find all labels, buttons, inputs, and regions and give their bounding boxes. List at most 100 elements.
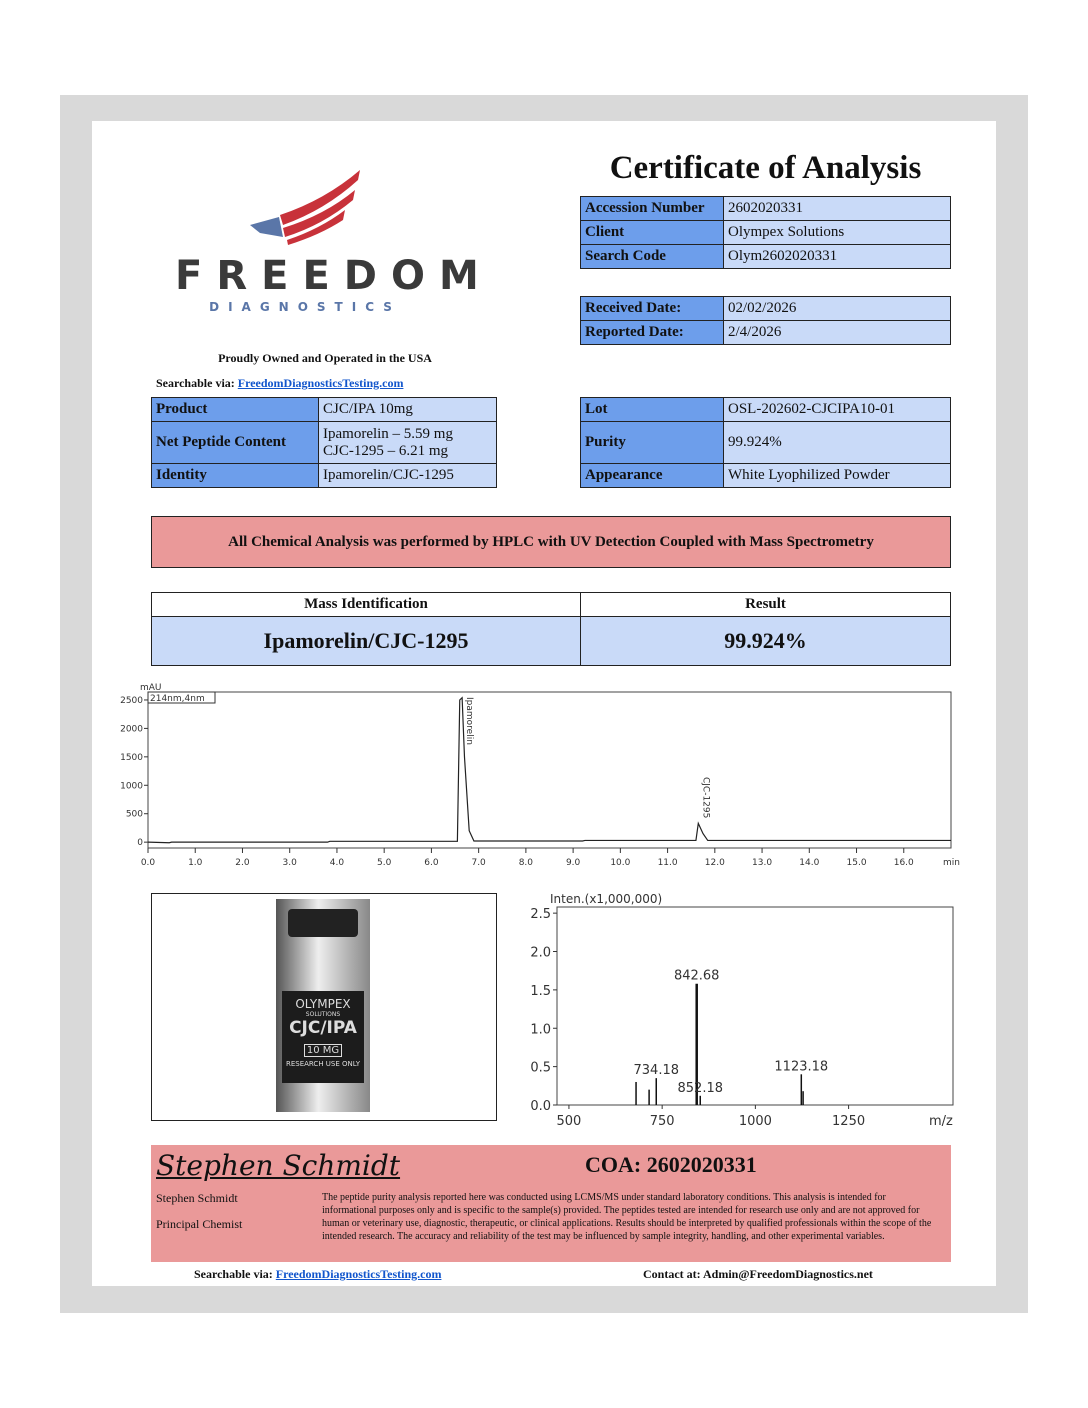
disclaimer: The peptide purity analysis reported her… <box>322 1192 932 1242</box>
y-axis-label: mAU <box>140 683 162 693</box>
header-cell: Result <box>580 592 951 617</box>
y-tick-label: 2.5 <box>530 907 551 922</box>
peak-label: CJC-1295 <box>700 777 710 818</box>
tagline: Proudly Owned and Operated in the USA <box>218 351 432 365</box>
cell-value: Ipamorelin – 5.59 mg CJC-1295 – 6.21 mg <box>318 421 497 464</box>
search-label: Searchable via: <box>156 376 235 390</box>
website-link[interactable]: FreedomDiagnosticsTesting.com <box>237 376 404 390</box>
product-table: Product CJC/IPA 10mg Net Peptide Content I… <box>151 397 497 488</box>
product-photo-frame: OLYMPEX SOLUTIONS CJC/IPA 10 MG RESEARCH… <box>151 893 497 1121</box>
x-tick-label: 3.0 <box>283 858 298 868</box>
footer-search-label: Searchable via: <box>194 1267 273 1281</box>
x-tick-label: 4.0 <box>330 858 345 868</box>
table-row: Search Code Olym2602020331 <box>580 244 951 269</box>
x-tick-label: 6.0 <box>424 858 439 868</box>
table-row: Identity Ipamorelin/CJC-1295 <box>151 463 497 488</box>
cell-value: 99.924% <box>723 421 951 464</box>
table-row: Appearance White Lyophilized Powder <box>580 463 951 488</box>
x-tick-label: 9.0 <box>566 858 581 868</box>
vial-dose: 10 MG <box>303 1044 343 1057</box>
vial-label: OLYMPEX SOLUTIONS CJC/IPA 10 MG RESEARCH… <box>282 991 364 1083</box>
logo-sub: DIAGNOSTICS <box>209 300 401 314</box>
plot-frame <box>147 691 952 849</box>
vial-brand-sub: SOLUTIONS <box>305 1011 341 1018</box>
mass-spectrum: 500 750 1000 1250 m/z 0.0 0.5 1.0 1.5 2.0 2.5Inten… <box>530 892 954 1129</box>
table-row: Product CJC/IPA 10mg <box>151 397 497 422</box>
cell-value: 02/02/2026 <box>723 296 951 321</box>
cell-value: Olympex Solutions <box>723 220 951 245</box>
legend-box <box>147 691 216 704</box>
cell-label: Accession Number <box>580 196 724 221</box>
y-tick-label: 2.0 <box>530 946 551 961</box>
legend-label: 214nm,4nm <box>150 694 205 704</box>
signature: Stephen Schmidt <box>156 1149 401 1182</box>
search-top: Searchable via: FreedomDiagnosticsTestin… <box>156 376 403 391</box>
vial-photo: OLYMPEX SOLUTIONS CJC/IPA 10 MG RESEARCH… <box>276 899 370 1112</box>
x-tick-label: 13.0 <box>752 858 772 868</box>
vial-brand: OLYMPEX <box>295 997 351 1011</box>
eagle-flag-icon <box>250 170 360 245</box>
y-axis-label: Inten.(x1,000,000) <box>550 892 662 906</box>
cell-value: White Lyophilized Powder <box>723 463 951 488</box>
y-tick-label: 0.5 <box>530 1061 551 1076</box>
x-tick-label: 16.0 <box>894 858 914 868</box>
peak-label: 1123.18 <box>774 1059 828 1074</box>
y-tick-label: 1000 <box>120 781 143 791</box>
cell-value: Ipamorelin/CJC-1295 <box>318 463 497 488</box>
peak-label: Ipamorelin <box>464 697 474 745</box>
x-unit: m/z <box>929 1114 953 1129</box>
dates-table: Received Date: 02/02/2026 Reported Date: 2… <box>580 296 951 345</box>
cell-label: Net Peptide Content <box>151 421 319 464</box>
company-logo: FREEDOM DIAGNOSTICS <box>175 165 493 315</box>
cell-label: Reported Date: <box>580 320 724 345</box>
table-row: Ipamorelin/CJC-1295 99.924% <box>151 616 951 666</box>
table-row: Purity 99.924% <box>580 421 951 464</box>
x-tick-label: 750 <box>650 1114 675 1129</box>
chromatogram-trace <box>147 696 951 844</box>
y-tick-label: 1.0 <box>530 1022 551 1037</box>
table-row: Net Peptide Content Ipamorelin – 5.59 mg C… <box>151 421 497 464</box>
y-tick-label: 0.0 <box>530 1099 551 1114</box>
table-row: Accession Number 2602020331 <box>580 196 951 221</box>
signature-box: Stephen Schmidt COA: 2602020331 Stephen … <box>151 1145 951 1262</box>
x-unit: min <box>943 858 960 868</box>
y-tick-label: 1.5 <box>530 984 551 999</box>
hplc-chromatogram: 0.0 1.0 2.0 3.0 4.0 5.0 6.0 7.0 8.0 9.0 10.0 11.0 12… <box>120 683 960 868</box>
cell-label: Client <box>580 220 724 245</box>
x-tick-label: 11.0 <box>658 858 678 868</box>
logo-name: FREEDOM <box>175 253 493 299</box>
page-title: Certificate of Analysis <box>609 150 922 186</box>
x-tick-label: 1.0 <box>188 858 203 868</box>
x-tick-label: 14.0 <box>799 858 819 868</box>
y-tick-label: 0 <box>137 838 143 848</box>
peak-label: 852.18 <box>678 1081 724 1096</box>
net-content-ipamorelin: Ipamorelin – 5.59 mg <box>323 425 453 442</box>
table-row: Received Date: 02/02/2026 <box>580 296 951 321</box>
footer-website-link[interactable]: FreedomDiagnosticsTesting.com <box>275 1267 442 1281</box>
x-tick-label: 1250 <box>832 1114 865 1129</box>
cell-label: Appearance <box>580 463 724 488</box>
x-tick-label: 10.0 <box>610 858 630 868</box>
table-row: Lot OSL-202602-CJCIPA10-01 <box>580 397 951 422</box>
identity-value: Ipamorelin/CJC-1295 <box>151 616 581 666</box>
method-banner: All Chemical Analysis was performed by H… <box>151 516 951 568</box>
peak-label: 734.18 <box>634 1063 680 1078</box>
x-tick-label: 1000 <box>739 1114 772 1129</box>
cell-label: Lot <box>580 397 724 422</box>
x-tick-label: 12.0 <box>705 858 725 868</box>
mass-identification-table: Mass Identification Result Ipamorelin/CJC… <box>151 592 951 666</box>
cell-value: Olym2602020331 <box>723 244 951 269</box>
x-tick-label: 15.0 <box>847 858 867 868</box>
cell-label: Received Date: <box>580 296 724 321</box>
vial-cap <box>288 909 358 937</box>
cell-value: OSL-202602-CJCIPA10-01 <box>723 397 951 422</box>
footer-search: Searchable via: FreedomDiagnosticsTestin… <box>194 1267 441 1282</box>
y-tick-label: 2000 <box>120 724 143 734</box>
x-tick-label: 0.0 <box>141 858 156 868</box>
table-row: Client Olympex Solutions <box>580 220 951 245</box>
x-tick-label: 500 <box>557 1114 582 1129</box>
table-row: Reported Date: 2/4/2026 <box>580 320 951 345</box>
lot-table: Lot OSL-202602-CJCIPA10-01 Purity 99.924% … <box>580 397 951 488</box>
info-table: Accession Number 2602020331 Client Olympex… <box>580 196 951 269</box>
cell-label: Product <box>151 397 319 422</box>
